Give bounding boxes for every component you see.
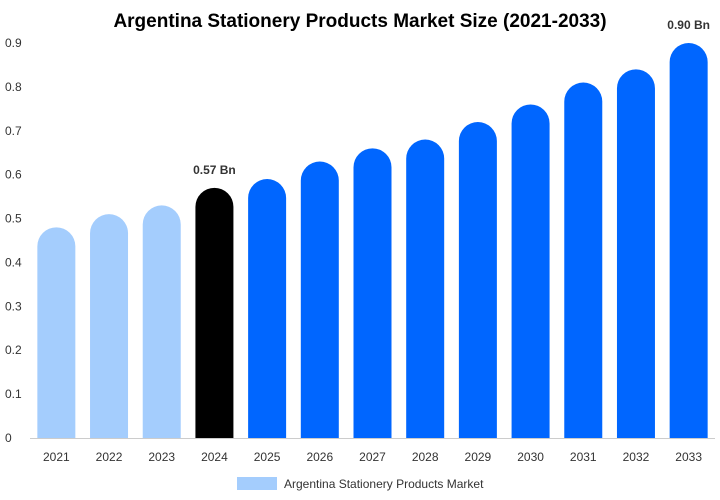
bar-2029[interactable] [458, 122, 497, 438]
y-tick-label: 0.3 [5, 299, 22, 313]
y-tick-label: 0.5 [5, 212, 22, 226]
y-tick-label: 0.1 [5, 387, 22, 401]
bar-2025[interactable] [248, 179, 287, 439]
y-axis: 0 0.1 0.2 0.3 0.4 0.5 0.6 0.7 0.8 0.9 [5, 36, 22, 445]
x-tick-label: 2031 [570, 450, 597, 464]
legend[interactable]: Argentina Stationery Products Market [237, 477, 484, 491]
bar-2028[interactable] [406, 139, 445, 438]
x-tick-label: 2032 [623, 450, 650, 464]
bar-2030[interactable] [511, 104, 550, 439]
x-tick-label: 2026 [306, 450, 333, 464]
bar-2024[interactable] [195, 187, 234, 438]
bar-2033[interactable] [669, 43, 708, 438]
x-tick-label: 2024 [201, 450, 228, 464]
bar-2023[interactable] [142, 205, 181, 438]
x-tick-label: 2025 [254, 450, 281, 464]
x-tick-label: 2030 [517, 450, 544, 464]
x-tick-label: 2021 [43, 450, 70, 464]
x-tick-label: 2023 [148, 450, 175, 464]
bar-2021[interactable] [37, 227, 76, 438]
bar-2026[interactable] [300, 161, 339, 439]
data-label: 0.57 Bn [193, 163, 236, 177]
data-label: 0.90 Bn [667, 18, 710, 32]
y-tick-label: 0.8 [5, 80, 22, 94]
bar-2027[interactable] [353, 148, 392, 439]
x-tick-label: 2029 [465, 450, 492, 464]
legend-swatch[interactable] [237, 477, 277, 490]
x-tick-label: 2027 [359, 450, 386, 464]
y-tick-label: 0.2 [5, 343, 22, 357]
y-tick-label: 0.9 [5, 36, 22, 50]
y-tick-label: 0.7 [5, 124, 22, 138]
x-tick-label: 2028 [412, 450, 439, 464]
bar-2032[interactable] [616, 69, 655, 438]
x-axis: 2021 2022 2023 2024 2025 2026 2027 2028 2029 2030… [43, 450, 702, 464]
bar-2022[interactable] [90, 214, 129, 438]
x-tick-label: 2022 [96, 450, 123, 464]
bar-2031[interactable] [564, 82, 603, 439]
legend-label[interactable]: Argentina Stationery Products Market [284, 477, 484, 491]
data-labels-group: 0.57 Bn 0.90 Bn [193, 18, 710, 177]
y-tick-label: 0.4 [5, 255, 22, 269]
y-tick-label: 0.6 [5, 168, 22, 182]
chart-title: Argentina Stationery Products Market Siz… [113, 11, 606, 32]
bars-group [37, 43, 708, 439]
x-tick-label: 2033 [675, 450, 702, 464]
y-tick-label: 0 [5, 431, 12, 445]
